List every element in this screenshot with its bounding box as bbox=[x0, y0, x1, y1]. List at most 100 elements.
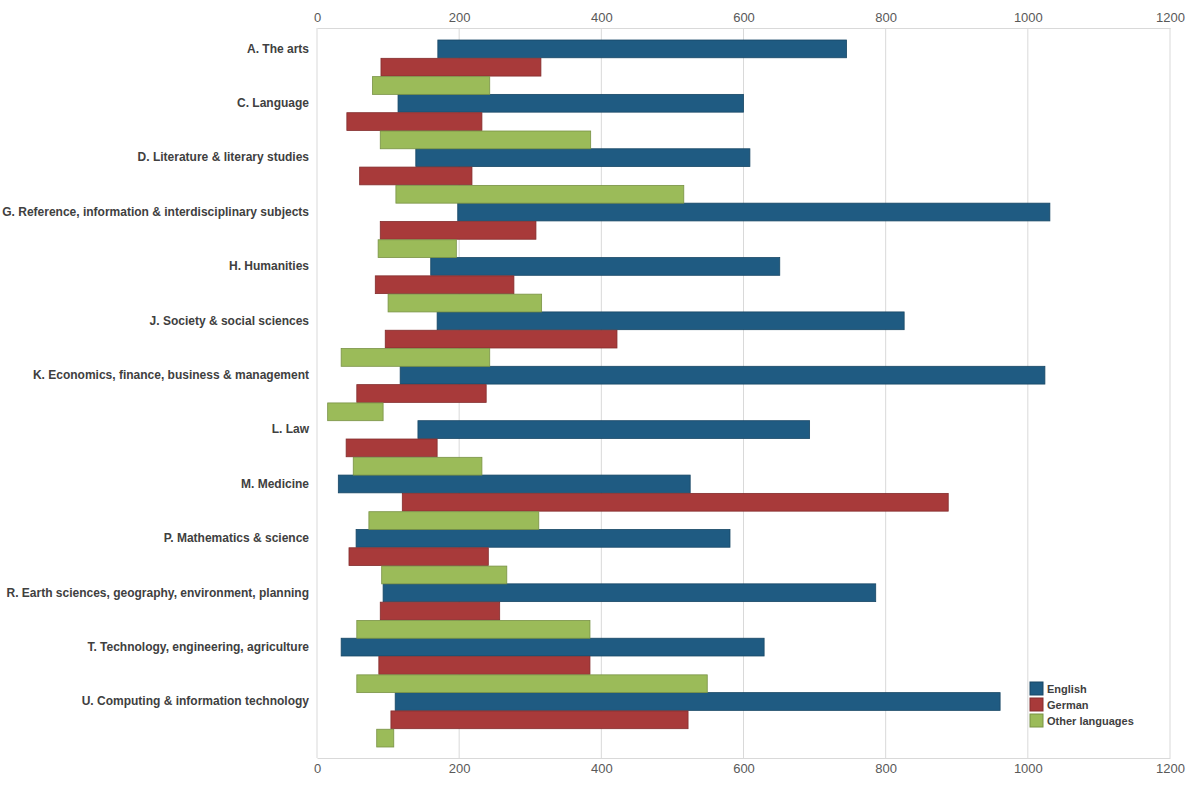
category-label: A. The arts bbox=[247, 42, 309, 56]
tick: 800 bbox=[875, 758, 897, 776]
series bbox=[338, 40, 1050, 710]
legend-swatch bbox=[1030, 714, 1043, 727]
bar bbox=[396, 185, 684, 203]
grid-line bbox=[1027, 28, 1028, 758]
tick: D. Literature & literary studies bbox=[138, 150, 310, 164]
axis-line bbox=[318, 28, 1171, 29]
grid-line bbox=[317, 28, 318, 758]
bar bbox=[347, 113, 482, 131]
tick: 1000 bbox=[1014, 758, 1043, 776]
tick: A. The arts bbox=[247, 42, 309, 56]
tick: R. Earth sciences, geography, environmen… bbox=[6, 586, 309, 600]
legend-label: German bbox=[1047, 699, 1089, 711]
bar bbox=[431, 258, 780, 276]
legend-item: German bbox=[1030, 698, 1089, 711]
tick-label: 400 bbox=[591, 761, 613, 776]
bar bbox=[372, 77, 489, 95]
bar bbox=[458, 203, 1050, 221]
tick-label: 0 bbox=[314, 761, 321, 776]
bar bbox=[349, 548, 488, 566]
bar bbox=[380, 131, 590, 149]
bar bbox=[328, 403, 383, 421]
tick: 1000 bbox=[1014, 10, 1043, 28]
tick-label: 1000 bbox=[1014, 761, 1043, 776]
y-axis: A. The arts C. Language D. Literature & li… bbox=[2, 42, 309, 709]
tick: 600 bbox=[733, 758, 755, 776]
legend-swatch bbox=[1030, 698, 1043, 711]
bar bbox=[357, 675, 707, 693]
bar bbox=[388, 294, 542, 312]
category-label: M. Medicine bbox=[241, 477, 309, 491]
tick-label: 600 bbox=[733, 761, 755, 776]
bar bbox=[383, 584, 876, 602]
bar bbox=[353, 457, 482, 475]
category-label: L. Law bbox=[272, 422, 310, 436]
tick-label: 1200 bbox=[1156, 10, 1185, 25]
bar bbox=[400, 366, 1045, 384]
tick: 200 bbox=[449, 758, 471, 776]
bar bbox=[437, 312, 904, 330]
bar bbox=[369, 512, 539, 530]
legend-item: English bbox=[1030, 682, 1087, 695]
grid-line bbox=[1170, 28, 1171, 758]
category-label: P. Mathematics & science bbox=[164, 531, 310, 545]
category-label: R. Earth sciences, geography, environmen… bbox=[6, 586, 309, 600]
x-axis-bottom: 0 200 400 600 800 1000 1200 bbox=[314, 758, 1185, 776]
bar bbox=[357, 385, 486, 403]
tick: G. Reference, information & interdiscipl… bbox=[2, 205, 309, 219]
tick: L. Law bbox=[272, 422, 310, 436]
tick-label: 400 bbox=[591, 10, 613, 25]
tick: 400 bbox=[591, 10, 613, 28]
bar bbox=[418, 421, 810, 439]
category-label: T. Technology, engineering, agriculture bbox=[87, 640, 309, 654]
tick: 200 bbox=[449, 10, 471, 28]
tick: 1200 bbox=[1156, 10, 1185, 28]
bar bbox=[357, 620, 590, 638]
tick-label: 800 bbox=[875, 761, 897, 776]
bar bbox=[438, 40, 847, 58]
legend-label: English bbox=[1047, 683, 1087, 695]
bar bbox=[341, 638, 764, 656]
bar bbox=[338, 475, 690, 493]
tick: 800 bbox=[875, 10, 897, 28]
tick: P. Mathematics & science bbox=[164, 531, 310, 545]
tick: T. Technology, engineering, agriculture bbox=[87, 640, 309, 654]
tick: 600 bbox=[733, 10, 755, 28]
legend-item: Other languages bbox=[1030, 714, 1134, 727]
bar bbox=[341, 349, 490, 367]
grid-line bbox=[885, 28, 886, 758]
tick: U. Computing & information technology bbox=[82, 694, 310, 708]
x-axis-top: 0 200 400 600 800 1000 1200 bbox=[314, 10, 1185, 29]
series bbox=[328, 77, 708, 747]
category-label: C. Language bbox=[237, 96, 309, 110]
bar bbox=[381, 58, 541, 76]
category-label: U. Computing & information technology bbox=[82, 694, 310, 708]
tick-label: 200 bbox=[449, 10, 471, 25]
category-label: G. Reference, information & interdiscipl… bbox=[2, 205, 309, 219]
bars bbox=[328, 40, 1050, 747]
bar bbox=[356, 529, 730, 547]
category-label: J. Society & social sciences bbox=[150, 314, 310, 328]
series bbox=[346, 58, 948, 728]
tick: H. Humanities bbox=[229, 259, 309, 273]
bar bbox=[377, 729, 394, 747]
bar bbox=[378, 240, 456, 258]
tick-label: 1000 bbox=[1014, 10, 1043, 25]
bar bbox=[382, 566, 507, 584]
tick: 1200 bbox=[1156, 758, 1185, 776]
tick-label: 600 bbox=[733, 10, 755, 25]
bar bbox=[402, 493, 948, 511]
bar bbox=[360, 167, 472, 185]
bar bbox=[391, 711, 688, 729]
tick: K. Economics, finance, business & manage… bbox=[33, 368, 309, 382]
tick: M. Medicine bbox=[241, 477, 309, 491]
legend: English German Other languages bbox=[1030, 682, 1134, 727]
category-label: H. Humanities bbox=[229, 259, 309, 273]
tick-label: 0 bbox=[314, 10, 321, 25]
tick-label: 800 bbox=[875, 10, 897, 25]
bar bbox=[379, 657, 590, 675]
legend-label: Other languages bbox=[1047, 715, 1134, 727]
tick: J. Society & social sciences bbox=[150, 314, 310, 328]
bar bbox=[385, 330, 617, 348]
tick: 400 bbox=[591, 758, 613, 776]
